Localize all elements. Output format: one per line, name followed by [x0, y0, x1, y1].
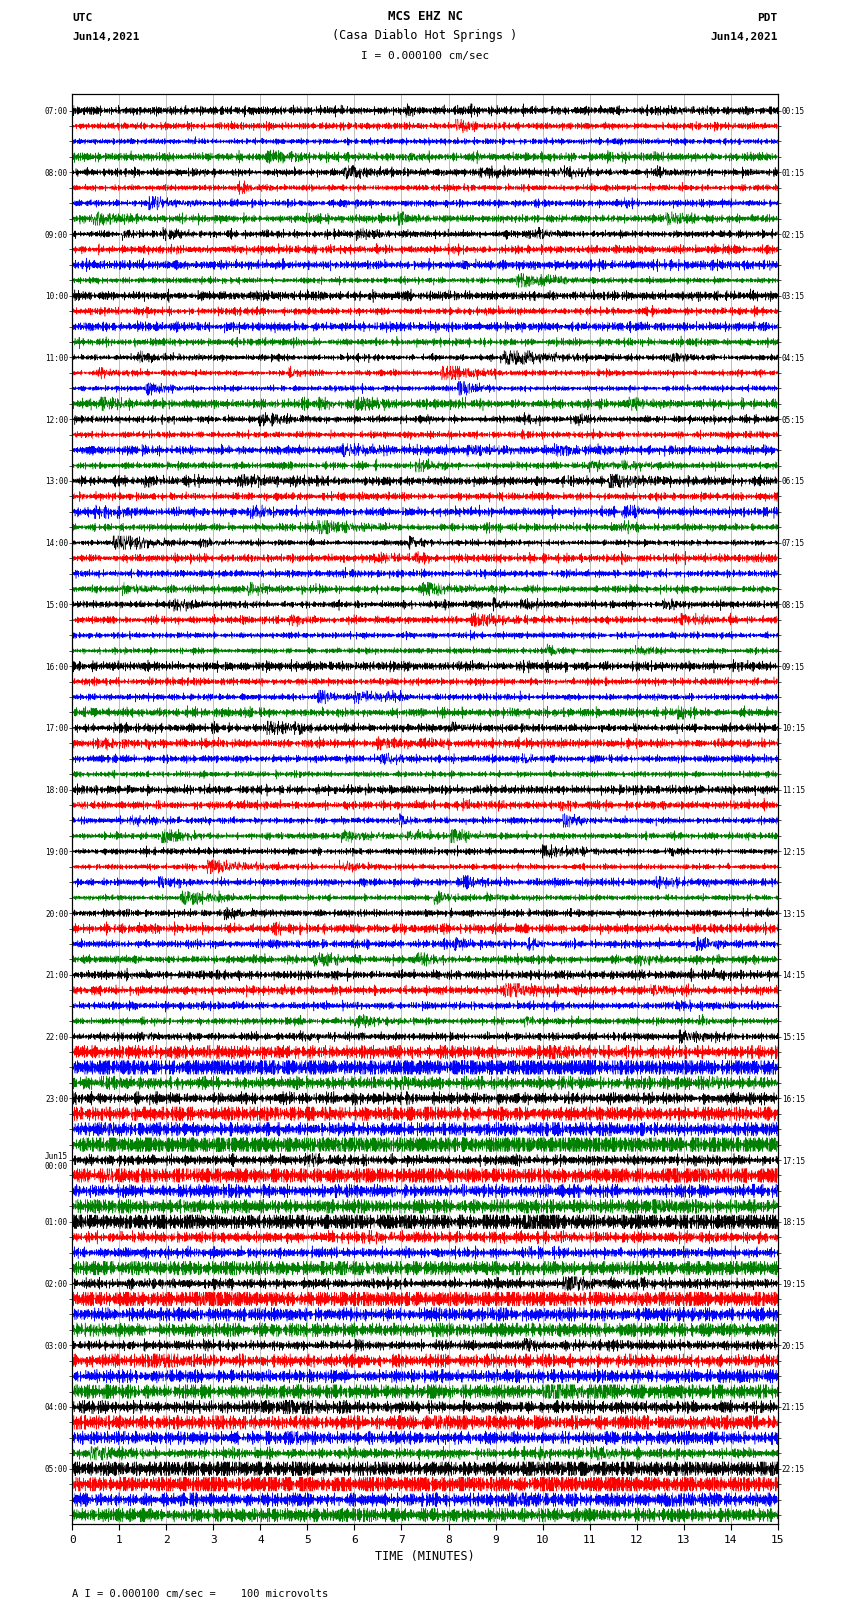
Text: UTC: UTC [72, 13, 93, 23]
Text: (Casa Diablo Hot Springs ): (Casa Diablo Hot Springs ) [332, 29, 518, 42]
Text: I = 0.000100 cm/sec: I = 0.000100 cm/sec [361, 52, 489, 61]
Text: A I = 0.000100 cm/sec =    100 microvolts: A I = 0.000100 cm/sec = 100 microvolts [72, 1589, 328, 1598]
Text: Jun14,2021: Jun14,2021 [711, 32, 778, 42]
X-axis label: TIME (MINUTES): TIME (MINUTES) [375, 1550, 475, 1563]
Text: Jun14,2021: Jun14,2021 [72, 32, 139, 42]
Text: MCS EHZ NC: MCS EHZ NC [388, 10, 462, 23]
Text: PDT: PDT [757, 13, 778, 23]
